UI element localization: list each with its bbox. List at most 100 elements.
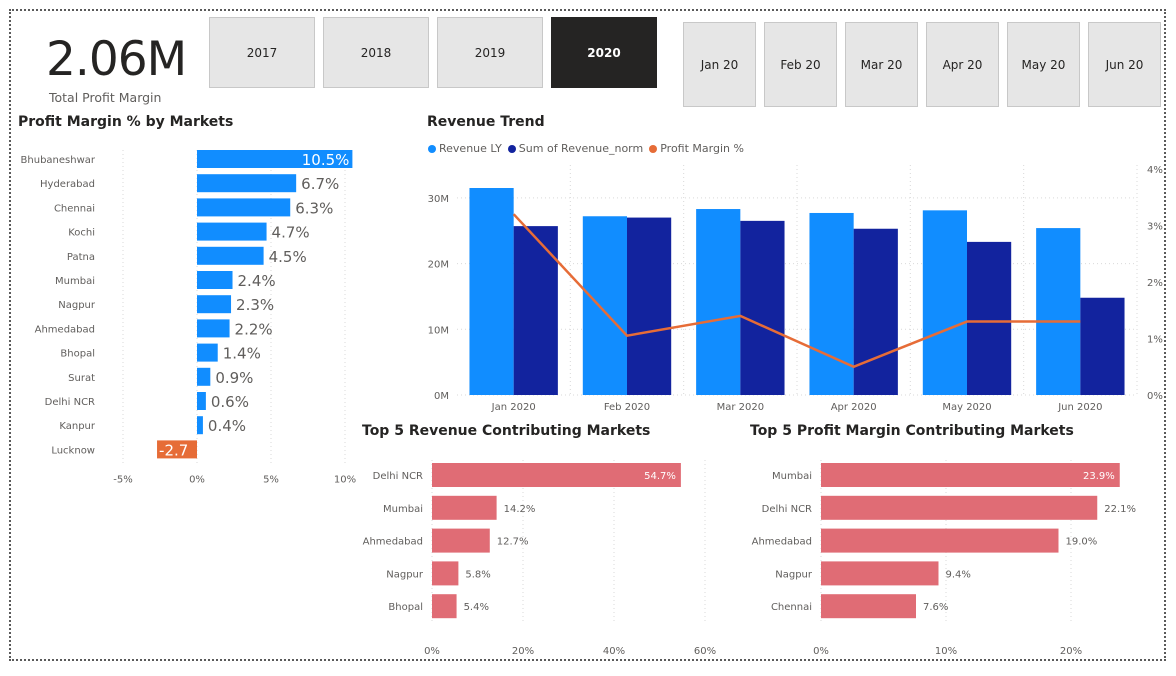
year-button-2017[interactable]: 2017 xyxy=(209,17,315,88)
x-tick-label: 10% xyxy=(334,475,356,486)
bar xyxy=(197,271,233,289)
top5-profit-title: Top 5 Profit Margin Contributing Markets xyxy=(750,423,1074,439)
bar-revenue-ly xyxy=(1036,228,1081,395)
bar xyxy=(197,319,230,338)
y-tick-label: 30M xyxy=(428,194,449,205)
bar xyxy=(197,222,267,241)
bar xyxy=(197,174,297,193)
top5-revenue-chart: 0% 20% 40% 60% Delhi NCR 54.7% Mumbai 14.2% Ahme… xyxy=(363,460,716,655)
category-label: Mumbai xyxy=(772,471,812,482)
x-tick-label: Mar 2020 xyxy=(717,402,765,413)
y2-tick-label: 3% xyxy=(1147,222,1163,233)
bar xyxy=(432,594,457,619)
x-tick-label: 60% xyxy=(694,646,716,655)
data-label: 23.9% xyxy=(1083,471,1115,482)
legend-dot-icon xyxy=(649,144,658,153)
data-label: 7.6% xyxy=(923,602,948,613)
bar xyxy=(157,440,197,459)
y2-tick-label: 4% xyxy=(1147,165,1163,176)
x-tick-label: 0% xyxy=(424,646,440,655)
month-button-mar-20[interactable]: Mar 20 xyxy=(845,22,918,107)
bar xyxy=(197,198,291,217)
category-label: Surat xyxy=(68,373,95,384)
year-button-2018[interactable]: 2018 xyxy=(323,17,429,88)
bar-revenue-ly xyxy=(922,210,967,395)
category-label: Ahmedabad xyxy=(363,537,423,548)
x-tick-label: 0% xyxy=(813,646,829,655)
bar xyxy=(432,561,459,586)
bar xyxy=(821,561,939,586)
bar xyxy=(821,463,1120,487)
x-tick-label: 20% xyxy=(1060,646,1082,655)
data-label: 4.7% xyxy=(272,224,310,242)
bar xyxy=(197,392,206,410)
x-tick-label: 20% xyxy=(512,646,534,655)
category-label: Mumbai xyxy=(383,504,423,515)
top5-profit-chart: 0% 10% 20% Mumbai 23.9% Delhi NCR 22.1% Ahmedab… xyxy=(752,460,1136,655)
category-label: Ahmedabad xyxy=(752,537,812,548)
dashboard-frame xyxy=(9,9,1166,661)
year-button-2020[interactable]: 2020 xyxy=(551,17,657,88)
data-label: 4.5% xyxy=(269,248,307,266)
data-label: 6.3% xyxy=(295,199,333,217)
y-tick-label: 0M xyxy=(434,391,449,402)
year-button-2019[interactable]: 2019 xyxy=(437,17,543,88)
bar-revenue-norm xyxy=(513,226,558,395)
bar xyxy=(197,416,203,435)
data-label: 12.7% xyxy=(497,537,529,548)
legend-item-revenue-norm[interactable]: Sum of Revenue_norm xyxy=(507,142,643,155)
data-label: 9.4% xyxy=(946,569,971,580)
x-tick-label: -5% xyxy=(113,475,132,486)
data-label: 54.7% xyxy=(644,471,676,482)
legend-item-profit-margin[interactable]: Profit Margin % xyxy=(649,142,744,155)
data-label: 0.4% xyxy=(208,417,246,435)
category-label: Chennai xyxy=(771,602,812,613)
category-label: Hyderabad xyxy=(40,179,95,190)
bar-revenue-norm xyxy=(1080,297,1125,395)
legend-item-revenue-ly[interactable]: Revenue LY xyxy=(428,142,502,155)
month-button-jun-20[interactable]: Jun 20 xyxy=(1088,22,1161,107)
bar xyxy=(432,528,490,553)
legend-dot-icon xyxy=(428,144,436,153)
profit-margin-line xyxy=(512,213,1081,369)
data-label: 0.6% xyxy=(211,393,249,411)
bar-revenue-ly xyxy=(469,188,514,395)
category-label: Bhubaneshwar xyxy=(21,155,96,166)
category-label: Delhi NCR xyxy=(373,471,423,482)
data-label: 10.5% xyxy=(302,151,350,169)
bar-revenue-norm xyxy=(853,228,898,395)
data-label: -2.7 xyxy=(159,441,188,459)
month-button-apr-20[interactable]: Apr 20 xyxy=(926,22,999,107)
kpi-label: Total Profit Margin xyxy=(49,90,162,105)
category-label: Nagpur xyxy=(58,300,96,311)
bar-revenue-norm xyxy=(967,241,1012,395)
month-button-may-20[interactable]: May 20 xyxy=(1007,22,1080,107)
data-label: 14.2% xyxy=(504,504,536,515)
category-label: Nagpur xyxy=(775,569,813,580)
bar xyxy=(432,495,497,520)
x-tick-label: 40% xyxy=(603,646,625,655)
bar-revenue-ly xyxy=(809,212,854,395)
month-button-feb-20[interactable]: Feb 20 xyxy=(764,22,837,107)
data-label: 2.2% xyxy=(235,320,273,338)
bar-revenue-norm xyxy=(740,220,785,395)
data-label: 1.4% xyxy=(223,345,261,363)
y2-tick-label: 2% xyxy=(1147,278,1163,289)
profit-margin-chart-title: Profit Margin % by Markets xyxy=(18,114,234,130)
bar xyxy=(197,295,232,314)
category-label: Kochi xyxy=(68,228,95,239)
bar xyxy=(821,594,916,619)
revenue-trend-legend[interactable]: Revenue LY Sum of Revenue_norm Profit Ma… xyxy=(428,142,744,155)
category-label: Mumbai xyxy=(55,276,95,287)
bar-revenue-norm xyxy=(627,217,672,395)
data-label: 2.4% xyxy=(238,272,276,290)
bar-revenue-ly xyxy=(696,209,741,395)
y-tick-label: 20M xyxy=(428,260,449,271)
x-tick-label: Jan 2020 xyxy=(491,402,536,413)
legend-dot-icon xyxy=(507,144,516,153)
bar xyxy=(197,150,353,168)
category-label: Lucknow xyxy=(51,445,95,456)
x-tick-label: 0% xyxy=(189,475,205,486)
month-button-jan-20[interactable]: Jan 20 xyxy=(683,22,756,107)
category-label: Chennai xyxy=(54,203,95,214)
